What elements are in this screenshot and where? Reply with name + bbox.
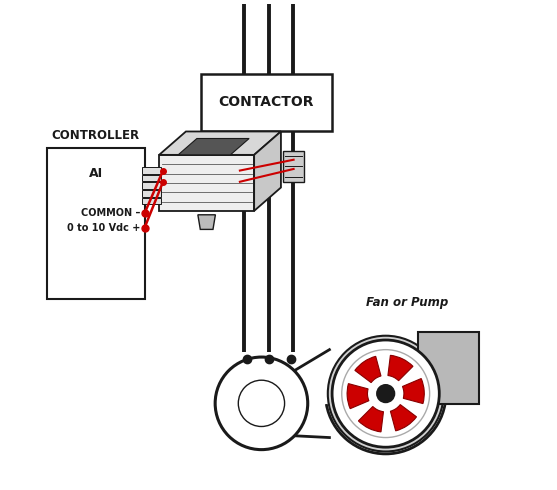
Text: COMMON –: COMMON – (81, 208, 140, 219)
Text: CONTROLLER: CONTROLLER (52, 129, 140, 142)
FancyBboxPatch shape (418, 332, 479, 404)
Circle shape (332, 340, 439, 447)
Polygon shape (198, 215, 216, 229)
Polygon shape (159, 155, 254, 211)
Bar (47, 147, 144, 298)
Text: AI: AI (89, 167, 103, 180)
Bar (201, 74, 332, 130)
Polygon shape (178, 139, 249, 155)
Bar (142, 175, 160, 181)
Wedge shape (347, 384, 369, 409)
Bar (284, 151, 304, 182)
Text: 0 to 10 Vdc +: 0 to 10 Vdc + (67, 223, 140, 233)
Wedge shape (390, 405, 417, 431)
Bar (142, 167, 160, 173)
Circle shape (328, 336, 443, 451)
Bar (142, 190, 160, 196)
Circle shape (215, 357, 307, 450)
Polygon shape (159, 131, 281, 155)
Wedge shape (355, 356, 381, 383)
Polygon shape (254, 131, 281, 211)
Bar (142, 182, 160, 189)
Circle shape (342, 350, 429, 438)
Wedge shape (403, 379, 424, 404)
Wedge shape (388, 355, 413, 381)
Text: Fan or Pump: Fan or Pump (367, 296, 449, 309)
Circle shape (377, 385, 394, 402)
Text: CONTACTOR: CONTACTOR (218, 96, 314, 109)
Bar (142, 197, 160, 204)
Circle shape (238, 380, 285, 426)
Wedge shape (358, 407, 383, 432)
